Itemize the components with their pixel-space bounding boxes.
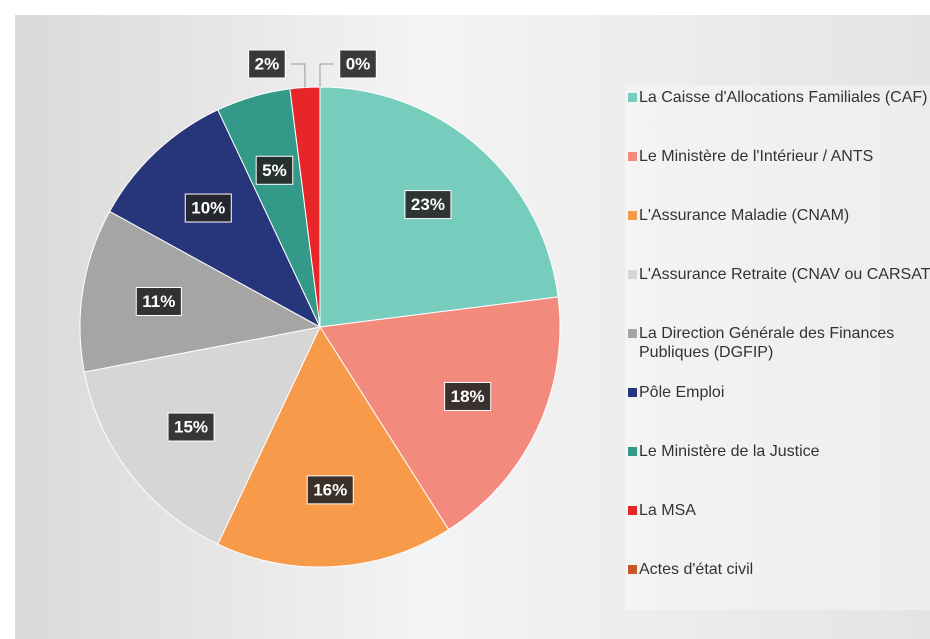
- label-box: [248, 49, 286, 79]
- legend-swatch: [628, 152, 637, 161]
- legend-swatch: [628, 506, 637, 515]
- legend-label: Actes d'état civil: [639, 561, 754, 578]
- legend-swatch: [628, 93, 637, 102]
- legend-label: Pôle Emploi: [639, 384, 725, 401]
- legend-label: La Direction Générale des Finances Publi…: [639, 325, 895, 361]
- legend-swatch: [628, 388, 637, 397]
- data-label: 16%: [313, 480, 347, 499]
- legend-label: Le Ministère de la Justice: [639, 443, 820, 460]
- data-label: 23%: [411, 195, 445, 214]
- legend-label: Le Ministère de l'Intérieur / ANTS: [639, 148, 874, 165]
- legend-swatch: [628, 270, 637, 279]
- legend-swatch: [628, 565, 637, 574]
- legend-item: Le Ministère de l'Intérieur / ANTS: [625, 144, 930, 203]
- leader-line: [290, 63, 306, 88]
- data-label: 15%: [174, 418, 208, 437]
- legend-label: La MSA: [639, 502, 696, 519]
- legend-item: Actes d'état civil: [625, 557, 930, 610]
- legend-item: La MSA: [625, 498, 930, 557]
- pie-slice: [217, 325, 450, 568]
- label-box: [167, 412, 215, 442]
- leader-line: [319, 63, 334, 87]
- pie-slice: [79, 210, 322, 373]
- legend-item: L'Assurance Retraite (CNAV ou CARSAT): [625, 262, 930, 321]
- legend-item: L'Assurance Maladie (CNAM): [625, 203, 930, 262]
- label-box: [184, 193, 232, 223]
- data-label: 11%: [142, 292, 175, 311]
- legend-item: Le Ministère de la Justice: [625, 439, 930, 498]
- legend-swatch: [628, 447, 637, 456]
- legend-label: La Caisse d'Allocations Familiales (CAF): [639, 89, 928, 106]
- legend: La Caisse d'Allocations Familiales (CAF)…: [625, 85, 930, 610]
- data-label: 18%: [451, 387, 485, 406]
- legend-item: Pôle Emploi: [625, 380, 930, 439]
- label-box: [444, 381, 492, 411]
- legend-item: La Caisse d'Allocations Familiales (CAF): [625, 85, 930, 144]
- label-box: [404, 190, 452, 220]
- pie-slice: [319, 296, 561, 531]
- data-label: 5%: [262, 161, 287, 180]
- data-label: 0%: [346, 54, 371, 73]
- data-label: 2%: [255, 54, 280, 73]
- legend-label: L'Assurance Maladie (CNAM): [639, 207, 850, 224]
- label-box: [255, 155, 294, 185]
- legend-label: L'Assurance Retraite (CNAV ou CARSAT): [639, 266, 930, 283]
- legend-swatch: [628, 211, 637, 220]
- label-box: [306, 475, 354, 505]
- data-label: 10%: [191, 199, 225, 218]
- legend-item: La Direction Générale des Finances Publi…: [625, 321, 930, 380]
- data-labels: 23% 18% 16% 15% 11% 10% 5% 2% 0%: [135, 49, 492, 505]
- legend-swatch: [628, 329, 637, 338]
- label-box: [339, 49, 377, 79]
- label-box: [135, 286, 182, 316]
